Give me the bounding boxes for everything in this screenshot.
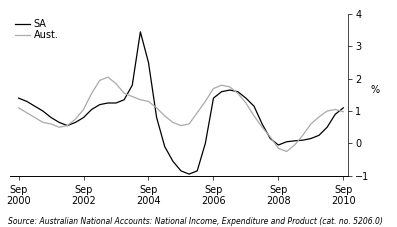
- Line: SA: SA: [19, 32, 343, 174]
- SA: [16, 97, 21, 99]
- SA: [268, 137, 273, 140]
- SA: [284, 141, 289, 143]
- SA: [24, 100, 29, 103]
- Aust.: [268, 136, 273, 138]
- Aust.: [219, 84, 224, 86]
- SA: [195, 170, 200, 172]
- SA: [49, 116, 54, 119]
- Aust.: [130, 95, 135, 98]
- Y-axis label: %: %: [370, 85, 380, 95]
- SA: [252, 105, 256, 108]
- Aust.: [33, 116, 37, 119]
- SA: [325, 126, 330, 129]
- SA: [154, 116, 159, 119]
- SA: [276, 144, 281, 146]
- SA: [162, 145, 167, 148]
- Legend: SA, Aust.: SA, Aust.: [15, 19, 59, 40]
- SA: [114, 102, 118, 104]
- Aust.: [138, 98, 143, 101]
- SA: [227, 89, 232, 91]
- Aust.: [24, 111, 29, 114]
- SA: [130, 84, 135, 86]
- SA: [57, 121, 62, 124]
- SA: [81, 116, 86, 119]
- Aust.: [40, 121, 45, 124]
- Aust.: [260, 126, 264, 129]
- Aust.: [308, 123, 313, 125]
- SA: [179, 170, 183, 172]
- SA: [187, 173, 191, 175]
- SA: [122, 98, 127, 101]
- Aust.: [243, 102, 248, 104]
- Aust.: [187, 123, 191, 125]
- Aust.: [276, 147, 281, 150]
- SA: [146, 61, 151, 64]
- SA: [243, 97, 248, 99]
- SA: [33, 105, 37, 108]
- Aust.: [146, 100, 151, 103]
- Aust.: [81, 108, 86, 111]
- Aust.: [203, 100, 208, 103]
- Aust.: [162, 115, 167, 117]
- Aust.: [65, 124, 70, 127]
- Aust.: [49, 123, 54, 125]
- SA: [260, 123, 264, 125]
- Aust.: [89, 92, 94, 95]
- SA: [40, 110, 45, 112]
- Aust.: [195, 111, 200, 114]
- Aust.: [227, 86, 232, 88]
- SA: [73, 121, 78, 124]
- Aust.: [73, 118, 78, 121]
- Aust.: [211, 87, 216, 90]
- Aust.: [114, 82, 118, 85]
- Aust.: [179, 124, 183, 127]
- SA: [211, 97, 216, 99]
- SA: [106, 102, 110, 104]
- Aust.: [252, 115, 256, 117]
- SA: [292, 139, 297, 142]
- SA: [138, 30, 143, 33]
- Aust.: [154, 106, 159, 109]
- SA: [317, 134, 322, 137]
- SA: [301, 139, 305, 141]
- Aust.: [16, 106, 21, 109]
- Aust.: [333, 108, 337, 111]
- Line: Aust.: Aust.: [19, 77, 343, 151]
- SA: [97, 103, 102, 106]
- SA: [170, 160, 175, 163]
- Aust.: [341, 110, 346, 113]
- SA: [89, 108, 94, 111]
- Aust.: [325, 110, 330, 112]
- SA: [203, 142, 208, 145]
- Aust.: [292, 144, 297, 146]
- Aust.: [170, 121, 175, 124]
- Aust.: [235, 92, 240, 95]
- SA: [341, 106, 346, 109]
- SA: [219, 90, 224, 93]
- SA: [65, 124, 70, 127]
- Aust.: [284, 150, 289, 153]
- Aust.: [122, 92, 127, 95]
- Aust.: [57, 126, 62, 129]
- SA: [333, 113, 337, 116]
- Aust.: [317, 116, 322, 118]
- Aust.: [106, 76, 110, 79]
- Aust.: [97, 79, 102, 82]
- Aust.: [301, 134, 305, 137]
- SA: [308, 137, 313, 140]
- SA: [235, 90, 240, 93]
- Text: Source: Australian National Accounts: National Income, Expenditure and Product (: Source: Australian National Accounts: Na…: [8, 217, 383, 226]
